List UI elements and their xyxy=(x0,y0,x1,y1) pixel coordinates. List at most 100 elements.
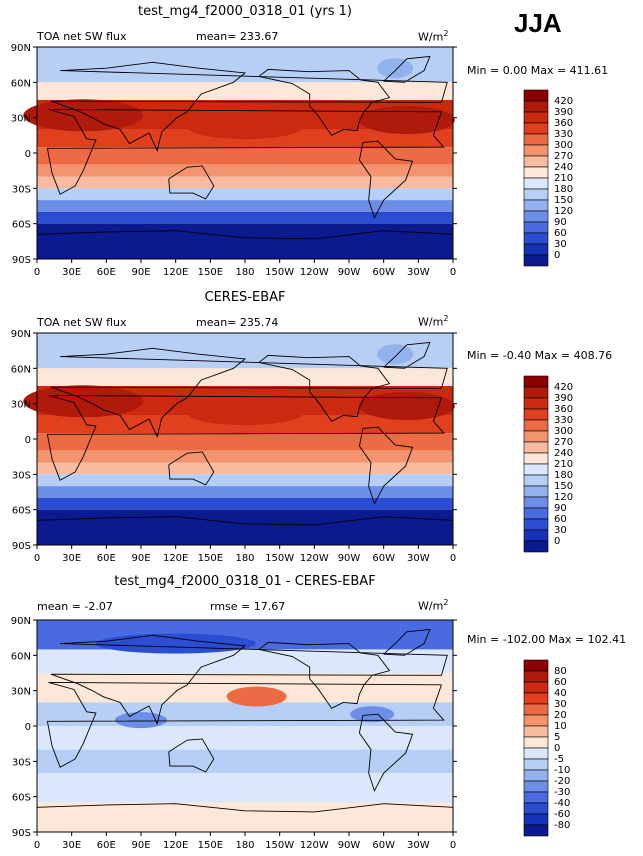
lon-tick-label: 90E xyxy=(131,553,150,564)
map-panel-1 xyxy=(23,46,549,267)
lon-tick-label: 30W xyxy=(407,840,430,851)
coastline xyxy=(46,681,445,768)
colorbar-box xyxy=(523,452,549,465)
lon-tick-label: 90E xyxy=(131,840,150,851)
field-band xyxy=(37,188,453,201)
colorbar-box xyxy=(523,507,549,520)
colorbar-label: 330 xyxy=(554,129,573,140)
coastline xyxy=(36,516,454,526)
colorbar-box xyxy=(523,155,549,168)
colorbar-label: -10 xyxy=(554,765,570,776)
colorbar-box xyxy=(523,692,549,705)
colorbar-label: 390 xyxy=(554,107,573,118)
field-high-north-africa xyxy=(23,99,144,132)
lat-tick-label: 0 xyxy=(25,435,31,446)
lon-tick-label: 150E xyxy=(198,553,223,564)
colorbar-box xyxy=(523,221,549,234)
colorbar-label: 270 xyxy=(554,151,573,162)
colorbar-label: 240 xyxy=(554,162,573,173)
field-band xyxy=(37,82,453,100)
colorbar-box xyxy=(523,441,549,454)
colorbar-label: 10 xyxy=(554,721,567,732)
colorbar-box xyxy=(523,780,549,793)
colorbar-box xyxy=(523,232,549,245)
lon-tick-label: 90W xyxy=(338,553,361,564)
field-high-north-pacific xyxy=(187,115,303,140)
colorbar-label: 40 xyxy=(554,688,567,699)
lon-tick-label: 90W xyxy=(338,267,361,278)
lon-tick-label: 150W xyxy=(265,267,294,278)
lon-tick-label: 180 xyxy=(235,553,254,564)
coastline xyxy=(168,165,215,200)
lon-tick-label: 90W xyxy=(338,840,361,851)
panel3-title: test_mg4_f2000_0318_01 - CERES-EBAF xyxy=(114,574,376,589)
colorbar-box xyxy=(523,496,549,509)
colorbar-box xyxy=(523,177,549,190)
colorbar-label: 270 xyxy=(554,437,573,448)
map-panel-3 xyxy=(33,619,549,837)
lat-tick-label: 90N xyxy=(11,616,31,627)
colorbar-label: 120 xyxy=(554,492,573,503)
lon-tick-label: 180 xyxy=(235,267,254,278)
lat-tick-label: 60N xyxy=(11,364,31,375)
colorbar-box xyxy=(523,681,549,694)
colorbar-label: 300 xyxy=(554,426,573,437)
colorbar-box xyxy=(523,791,549,804)
colorbar-label: -5 xyxy=(554,754,564,765)
field-band xyxy=(37,462,453,475)
panel1-title: test_mg4_f2000_0318_01 (yrs 1) xyxy=(138,4,352,19)
lat-tick-label: 90S xyxy=(12,255,31,266)
colorbar-label: 150 xyxy=(554,481,573,492)
colorbar-box xyxy=(523,670,549,683)
coastline xyxy=(358,140,414,219)
coastline xyxy=(358,713,414,792)
coastline xyxy=(258,354,391,422)
colorbar-label: 360 xyxy=(554,118,573,129)
colorbar-box xyxy=(523,144,549,157)
lat-tick-label: 30N xyxy=(11,400,31,411)
field-neg-arctic xyxy=(95,633,256,654)
lat-tick-label: 60N xyxy=(11,651,31,662)
colorbar-box xyxy=(523,111,549,124)
panel2-units: W/m2 xyxy=(418,314,449,329)
panel2-title: CERES-EBAF xyxy=(204,290,286,305)
colorbar-box xyxy=(523,188,549,201)
panel3-minmax: Min = -102.00 Max = 102.41 xyxy=(467,633,627,646)
field-band xyxy=(37,200,453,212)
colorbar-box xyxy=(523,133,549,146)
field-band xyxy=(37,509,453,545)
panel3-rmse-label: rmse = 17.67 xyxy=(210,600,286,613)
field-band xyxy=(37,474,453,487)
lon-tick-label: 30E xyxy=(62,840,81,851)
colorbar-label: 0 xyxy=(554,743,560,754)
field-band xyxy=(37,649,453,673)
colorbar-label: 30 xyxy=(554,699,567,710)
panel1-minmax: Min = 0.00 Max = 411.61 xyxy=(467,64,609,77)
coastline xyxy=(383,341,431,369)
field-band xyxy=(37,223,453,259)
colorbar-label: -20 xyxy=(554,776,570,787)
lat-tick-label: 60S xyxy=(12,793,31,804)
colorbar-box xyxy=(523,100,549,113)
lat-tick-label: 30N xyxy=(11,114,31,125)
panel3-mean-label: mean = -2.07 xyxy=(37,600,113,613)
coastline xyxy=(46,108,445,195)
colorbar-label: 210 xyxy=(554,173,573,184)
colorbar-label: 120 xyxy=(554,206,573,217)
coastline xyxy=(50,347,448,439)
field-band xyxy=(37,802,453,832)
lon-tick-label: 0 xyxy=(450,267,456,278)
colorbar-label: 80 xyxy=(554,666,567,677)
panel2-mean-label: mean= 235.74 xyxy=(196,316,279,329)
lat-tick-label: 30S xyxy=(12,184,31,195)
colorbar-box xyxy=(523,736,549,749)
lon-tick-label: 150W xyxy=(265,840,294,851)
field-high-north-atlantic xyxy=(358,392,455,421)
lon-tick-label: 120W xyxy=(300,267,329,278)
coastline xyxy=(168,738,215,773)
colorbar-label: 150 xyxy=(554,195,573,206)
colorbar-box xyxy=(523,199,549,212)
lon-tick-label: 120E xyxy=(163,553,188,564)
colorbar-box xyxy=(523,408,549,421)
lat-tick-label: 60S xyxy=(12,220,31,231)
